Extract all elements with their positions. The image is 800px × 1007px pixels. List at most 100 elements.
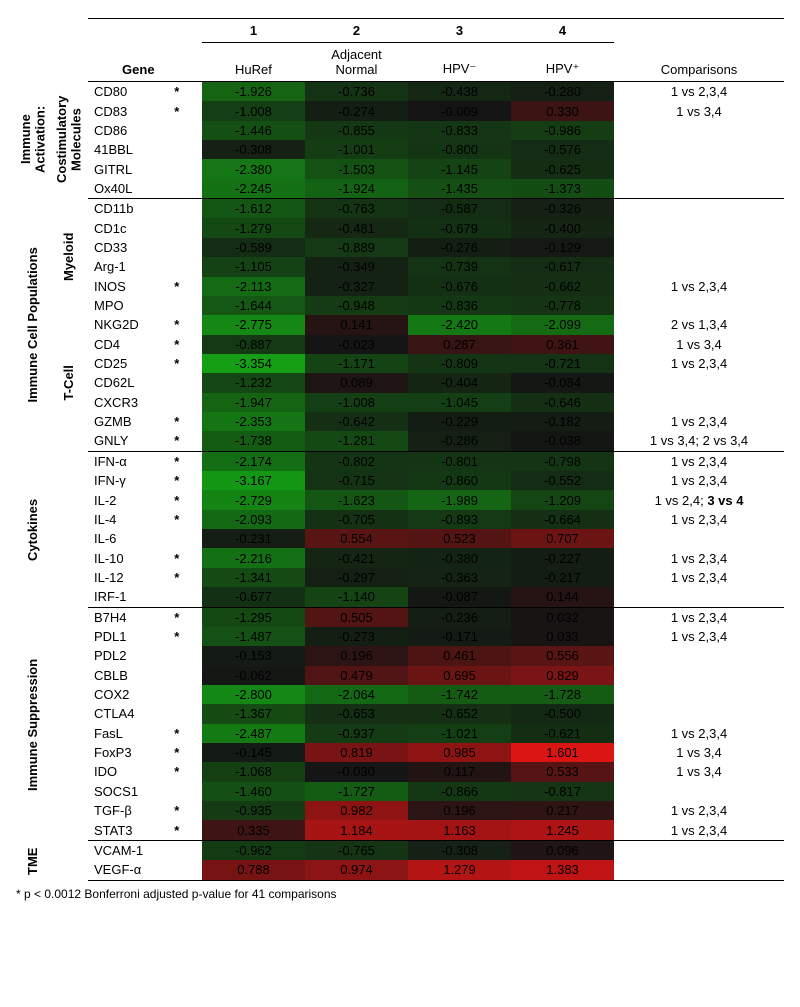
significance-star: * [167,627,187,646]
heatmap-cell: 0.096 [511,840,614,860]
heatmap-cell: -0.084 [511,373,614,392]
significance-star: * [167,568,187,587]
footnote: * p < 0.0012 Bonferroni adjusted p-value… [16,881,784,901]
gene-name: IL-2 [88,490,167,509]
heatmap-cell: -0.664 [511,510,614,529]
heatmap-cell: -0.763 [305,199,408,219]
gene-name: VEGF-α [88,860,167,880]
heatmap-cell: -1.644 [202,296,305,315]
heatmap-cell: -0.893 [408,510,511,529]
heatmap-cell: -0.662 [511,277,614,296]
comparison-cell: 1 vs 3,4 [614,335,784,354]
heatmap-cell: -0.653 [305,704,408,723]
heatmap-cell: 0.287 [408,335,511,354]
significance-star: * [167,607,187,627]
heatmap-cell: -0.587 [408,199,511,219]
comparison-cell: 2 vs 1,3,4 [614,315,784,334]
significance-star: * [167,743,187,762]
heatmap-cell: -1.068 [202,762,305,781]
heatmap-cell: 0.819 [305,743,408,762]
comparison-cell [614,666,784,685]
heatmap-cell: -1.738 [202,431,305,451]
category-label: TME [26,842,40,881]
heatmap-cell: -1.460 [202,782,305,801]
heatmap-cell: 0.829 [511,666,614,685]
gene-name: CD4 [88,335,167,354]
heatmap-cell: -0.817 [511,782,614,801]
heatmap-cell: -0.087 [408,587,511,607]
heatmap-cell: -0.308 [202,140,305,159]
heatmap-cell: -0.326 [511,199,614,219]
comparison-cell [614,296,784,315]
comparison-cell [614,159,784,178]
heatmap-cell: -0.062 [202,666,305,685]
significance-star [167,782,187,801]
heatmap-cell: -1.926 [202,82,305,102]
significance-star: * [167,101,187,120]
heatmap-cell: -1.503 [305,159,408,178]
heatmap-cell: 0.985 [408,743,511,762]
heatmap-cell: -0.765 [305,840,408,860]
significance-star [167,685,187,704]
heatmap-cell: -0.809 [408,354,511,373]
heatmap-cell: -0.421 [305,548,408,567]
gene-name: 41BBL [88,140,167,159]
heatmap-cell: -0.276 [408,238,511,257]
significance-star [167,587,187,607]
comparison-cell [614,373,784,392]
col-index-2: 2 [353,23,360,38]
heatmap-cell: -2.353 [202,412,305,431]
heatmap-cell: 0.217 [511,801,614,820]
heatmap-cell: -1.728 [511,685,614,704]
comparison-cell [614,840,784,860]
comparison-cell [614,179,784,199]
gene-name: CD80 [88,82,167,102]
heatmap-cell: -1.435 [408,179,511,199]
comparison-cell: 1 vs 2,3,4 [614,568,784,587]
significance-star [167,373,187,392]
heatmap-cell: -0.652 [408,704,511,723]
heatmap-cell: -0.800 [408,140,511,159]
heatmap-cell: -2.093 [202,510,305,529]
gene-name: PDL2 [88,646,167,665]
significance-star: * [167,277,187,296]
heatmap-cell: -0.286 [408,431,511,451]
col-index-3: 3 [456,23,463,38]
significance-star: * [167,471,187,490]
heatmap-cell: 1.184 [305,820,408,840]
heatmap-cell: -1.008 [202,101,305,120]
heatmap-cell: -0.937 [305,724,408,743]
heatmap-cell: -0.721 [511,354,614,373]
heatmap-table: Gene 1 2 3 4 Comparisons HuRef Adjacent … [88,18,784,881]
heatmap-cell: 0.033 [511,627,614,646]
heatmap-cell: -0.023 [305,335,408,354]
gene-header: Gene [122,62,155,77]
col-name-2: Adjacent Normal [331,47,382,77]
heatmap-cell: 0.556 [511,646,614,665]
gene-name: IL-4 [88,510,167,529]
heatmap-cell: -1.727 [305,782,408,801]
heatmap-cell: -1.232 [202,373,305,392]
heatmap-cell: -0.986 [511,121,614,140]
heatmap-cell: -0.962 [202,840,305,860]
heatmap-cell: 0.196 [305,646,408,665]
heatmap-cell: -0.736 [305,82,408,102]
heatmap-cell: -2.113 [202,277,305,296]
heatmap-cell: -0.481 [305,218,408,237]
heatmap-cell: -0.273 [305,627,408,646]
comparison-cell: 1 vs 2,3,4 [614,510,784,529]
heatmap-cell: -0.617 [511,257,614,276]
significance-star [167,860,187,880]
heatmap-cell: 0.554 [305,529,408,548]
gene-name: GNLY [88,431,167,451]
heatmap-cell: -0.679 [408,218,511,237]
heatmap-cell: -0.801 [408,451,511,471]
comparison-cell: 1 vs 3,4; 2 vs 3,4 [614,431,784,451]
heatmap-cell: -0.229 [408,412,511,431]
heatmap-cell: -0.576 [511,140,614,159]
heatmap-cell: 1.383 [511,860,614,880]
significance-star: * [167,762,187,781]
heatmap-cell: -0.500 [511,704,614,723]
comparison-cell: 1 vs 2,3,4 [614,548,784,567]
heatmap-cell: -2.216 [202,548,305,567]
